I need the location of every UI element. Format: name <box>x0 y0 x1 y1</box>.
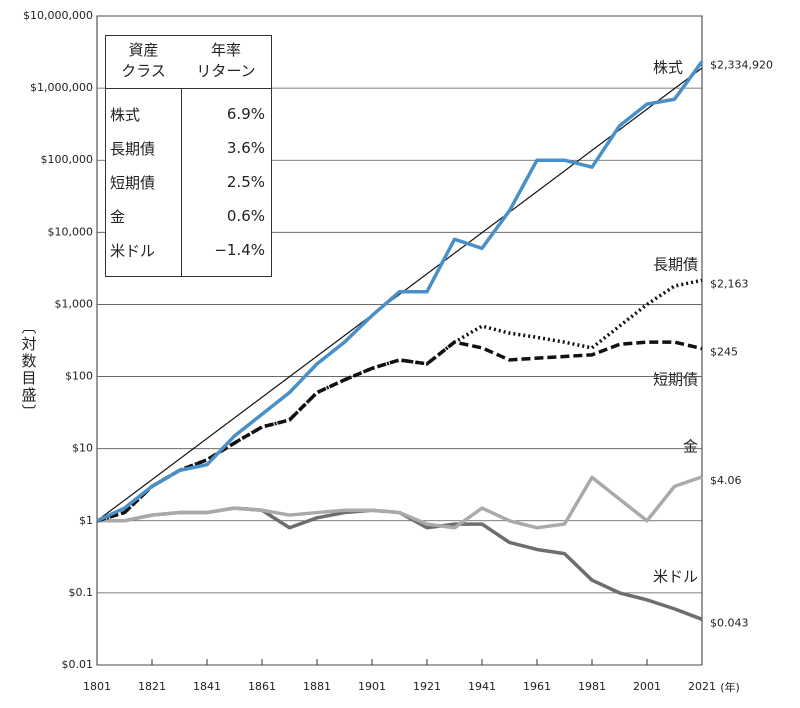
series-label: 長期債 <box>653 256 698 274</box>
table-row: 米ドル −1.4% <box>106 233 271 267</box>
table-header: 資産 <box>128 41 159 59</box>
table-row: 長期債 3.6% <box>106 131 271 165</box>
series-label: 米ドル <box>653 568 698 586</box>
asset-name: 短期債 <box>110 173 156 192</box>
end-value-label: $2,163 <box>710 277 749 290</box>
x-unit: (年) <box>720 680 740 694</box>
table-header: 年率 <box>210 41 241 59</box>
series-label: 株式 <box>653 59 683 77</box>
x-tick-label: 1961 <box>523 680 551 693</box>
series-label: 金 <box>683 438 698 456</box>
end-value-label: $2,334,920 <box>710 59 773 72</box>
end-value-label: $4.06 <box>710 474 742 487</box>
x-tick-label: 2001 <box>633 680 661 693</box>
asset-name: 米ドル <box>110 241 156 260</box>
x-tick-label: 1861 <box>248 680 276 693</box>
series-line <box>97 506 703 621</box>
asset-name: 長期債 <box>110 139 156 158</box>
x-tick-label: 1981 <box>578 680 606 693</box>
y-axis-label: 〔対数目盛〕 <box>20 319 38 421</box>
x-tick-label: 1821 <box>138 680 166 693</box>
end-value-label: $0.043 <box>710 616 749 629</box>
x-tick-label: 1881 <box>303 680 331 693</box>
series-line <box>97 475 703 530</box>
y-tick-label: $10,000 <box>48 225 94 238</box>
table-row: 株式 6.9% <box>106 97 271 131</box>
y-tick-label: $10 <box>72 442 93 455</box>
table-row: 短期債 2.5% <box>106 165 271 199</box>
return-value: 3.6% <box>226 139 265 157</box>
table-header: クラス <box>121 62 166 80</box>
series-line <box>96 340 703 523</box>
x-tick-label: 1841 <box>193 680 221 693</box>
x-tick-label: 2021 <box>688 680 716 693</box>
y-tick-label: $100 <box>65 370 93 383</box>
y-tick-label: $100,000 <box>41 153 94 166</box>
table-row: 金 0.6% <box>106 199 271 233</box>
y-tick-label: $0.1 <box>69 586 94 599</box>
y-tick-label: $1,000 <box>55 297 94 310</box>
series-line <box>96 278 703 523</box>
table-header: リターン <box>196 62 256 80</box>
trend-line <box>96 67 703 522</box>
end-value-label: $245 <box>710 345 738 358</box>
x-tick-label: 1941 <box>468 680 496 693</box>
x-tick-label: 1801 <box>83 680 111 693</box>
return-value: 6.9% <box>226 105 265 123</box>
return-value: −1.4% <box>214 241 265 259</box>
y-tick-label: $10,000,000 <box>23 9 93 22</box>
series-label: 短期債 <box>653 371 698 389</box>
y-tick-label: $1,000,000 <box>30 81 93 94</box>
y-tick-label: $0.01 <box>62 658 94 671</box>
return-table: 資産クラス 年率リターン 株式 6.9% 長期債 3.6% 短期債 2.5% 金 0.6% 米ド… <box>105 35 272 277</box>
x-tick-label: 1901 <box>358 680 386 693</box>
x-tick-label: 1921 <box>413 680 441 693</box>
asset-name: 株式 <box>110 105 141 124</box>
return-value: 0.6% <box>226 207 265 225</box>
series-line <box>96 60 704 523</box>
return-value: 2.5% <box>226 173 265 191</box>
y-tick-label: $1 <box>79 514 93 527</box>
asset-name: 金 <box>110 207 126 226</box>
